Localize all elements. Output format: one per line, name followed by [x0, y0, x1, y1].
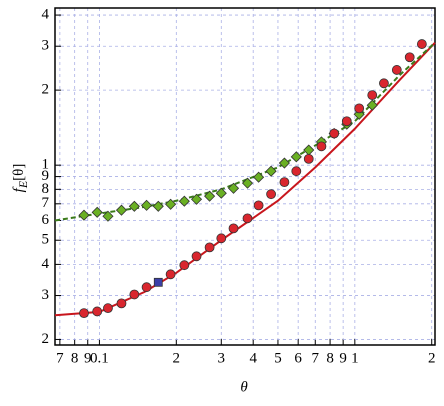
x-tick-label: 7	[56, 350, 64, 366]
data-point	[179, 260, 190, 271]
y-tick-label: 4	[42, 7, 50, 23]
data-point	[152, 200, 164, 212]
y-tick-label: 3	[42, 287, 50, 303]
data-point	[303, 153, 314, 164]
data-point	[379, 78, 389, 89]
x-axis-label: θ	[240, 379, 248, 395]
y-label-rest: [θ]	[11, 164, 27, 181]
data-point	[129, 289, 140, 300]
x-tick-label: 6	[294, 350, 302, 366]
data-point	[215, 187, 227, 199]
y-tick-label: 6	[42, 212, 50, 228]
data-point	[416, 39, 427, 49]
x-tick-label: 0.1	[90, 350, 109, 366]
y-tick-label: 9	[42, 168, 50, 184]
data-point	[316, 141, 327, 152]
x-tick-label: 2	[428, 350, 436, 366]
x-tick-label: 5	[274, 350, 282, 366]
data-point	[128, 200, 140, 212]
data-point	[241, 177, 254, 189]
y-tick-label: 4	[42, 256, 50, 272]
data-point	[91, 206, 103, 218]
y-tick-label: 1	[42, 157, 50, 173]
data-point	[353, 108, 365, 120]
x-tick-label: 7	[312, 350, 320, 366]
plot-frame	[54, 7, 436, 346]
fit-line	[54, 41, 436, 222]
data-point	[78, 209, 90, 221]
data-point	[165, 198, 177, 210]
data-point	[103, 303, 113, 314]
x-tick-label: 8	[326, 350, 334, 366]
y-tick-label: 8	[42, 181, 50, 197]
x-tick-label: 9	[84, 350, 92, 366]
y-tick-label: 2	[42, 82, 50, 98]
data-point	[141, 199, 153, 211]
x-tick-label: 3	[218, 350, 226, 366]
data-point	[290, 151, 302, 163]
x-tick-label: 1	[351, 350, 359, 366]
data-point	[153, 277, 163, 287]
data-point	[141, 282, 152, 293]
y-tick-label: 3	[42, 38, 50, 54]
data-point	[228, 223, 239, 234]
data-point	[303, 144, 315, 156]
data-point	[367, 90, 378, 101]
data-point	[116, 298, 127, 309]
data-point	[265, 165, 277, 177]
data-point	[279, 177, 290, 188]
data-point	[366, 99, 378, 111]
data-point	[354, 103, 365, 114]
data-point	[391, 65, 402, 75]
data-point	[227, 182, 240, 194]
y-label-main: f	[11, 186, 27, 192]
data-point	[242, 213, 253, 224]
data-point	[253, 171, 265, 183]
data-point	[266, 189, 276, 200]
y-label-sub: E	[16, 180, 30, 189]
fit-line	[54, 41, 436, 317]
data-point	[278, 157, 290, 169]
data-point	[253, 200, 264, 211]
data-point	[291, 166, 302, 177]
y-tick-label: 5	[42, 232, 50, 248]
data-point	[102, 210, 114, 222]
data-point	[204, 242, 215, 253]
x-tick-label: 8	[71, 350, 79, 366]
data-point	[92, 306, 103, 317]
data-point	[404, 52, 415, 63]
y-tick-label: 7	[42, 195, 50, 211]
x-tick-label: 2	[173, 350, 181, 366]
data-point	[165, 269, 176, 280]
y-axis-label: fE[θ]	[11, 164, 29, 193]
data-point	[115, 204, 128, 216]
data-point	[329, 128, 340, 139]
data-point	[79, 308, 89, 319]
data-point	[191, 251, 202, 262]
data-point	[216, 233, 227, 244]
data-point	[204, 190, 216, 202]
data-point	[341, 116, 352, 127]
data-point	[178, 195, 190, 207]
y-tick-label: 2	[42, 331, 50, 347]
data-point	[190, 193, 203, 205]
x-tick-label: 4	[249, 350, 257, 366]
x-tick-label: 9	[339, 350, 347, 366]
